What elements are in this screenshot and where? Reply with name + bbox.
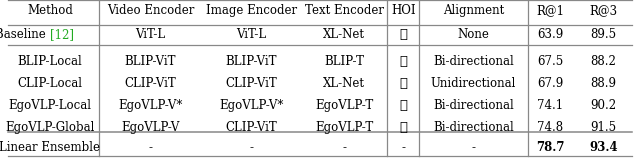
Text: Video Encoder: Video Encoder (107, 4, 194, 17)
Text: ViT-L: ViT-L (236, 28, 267, 41)
Text: BLIP-Local: BLIP-Local (17, 55, 83, 68)
Text: Unidirectional: Unidirectional (431, 77, 516, 90)
Text: CLIP-ViT: CLIP-ViT (226, 77, 277, 90)
Text: Baseline: Baseline (0, 28, 50, 41)
Text: ✓: ✓ (399, 121, 407, 135)
Text: -: - (472, 141, 476, 154)
Text: 74.1: 74.1 (538, 99, 563, 112)
Text: 88.2: 88.2 (591, 55, 616, 68)
Text: CLIP-ViT: CLIP-ViT (125, 77, 176, 90)
Text: ✗: ✗ (399, 28, 407, 41)
Text: 91.5: 91.5 (591, 121, 616, 135)
Text: EgoVLP-Global: EgoVLP-Global (5, 121, 95, 135)
Text: XL-Net: XL-Net (323, 77, 365, 90)
Text: Bi-directional: Bi-directional (433, 121, 514, 135)
Text: EgoVLP-V: EgoVLP-V (121, 121, 180, 135)
Text: ✓: ✓ (399, 99, 407, 112)
Text: None: None (458, 28, 490, 41)
Text: 90.2: 90.2 (591, 99, 616, 112)
Text: EgoVLP-V*: EgoVLP-V* (118, 99, 182, 112)
Text: Bi-directional: Bi-directional (433, 55, 514, 68)
Text: 78.7: 78.7 (536, 141, 564, 154)
Text: BLIP-ViT: BLIP-ViT (125, 55, 176, 68)
Text: CLIP-ViT: CLIP-ViT (226, 121, 277, 135)
Text: EgoVLP-T: EgoVLP-T (315, 99, 374, 112)
Text: EgoVLP-Local: EgoVLP-Local (8, 99, 92, 112)
Text: 88.9: 88.9 (591, 77, 616, 90)
Text: 67.5: 67.5 (537, 55, 564, 68)
Text: Alignment: Alignment (443, 4, 504, 17)
Text: 89.5: 89.5 (591, 28, 616, 41)
Text: XL-Net: XL-Net (323, 28, 365, 41)
Text: R@1: R@1 (536, 4, 564, 17)
Text: BLIP-ViT: BLIP-ViT (226, 55, 277, 68)
Text: Image Encoder: Image Encoder (206, 4, 297, 17)
Text: EgoVLP-V*: EgoVLP-V* (220, 99, 284, 112)
Text: -: - (148, 141, 152, 154)
Text: -: - (401, 141, 405, 154)
Text: -: - (250, 141, 253, 154)
Text: 74.8: 74.8 (538, 121, 563, 135)
Text: [12]: [12] (50, 28, 74, 41)
Text: 63.9: 63.9 (537, 28, 564, 41)
Text: CLIP-Local: CLIP-Local (17, 77, 83, 90)
Text: ✓: ✓ (399, 77, 407, 90)
Text: 67.9: 67.9 (537, 77, 564, 90)
Text: Method: Method (27, 4, 73, 17)
Text: R@3: R@3 (589, 4, 618, 17)
Text: BLIP-T: BLIP-T (324, 55, 364, 68)
Text: Linear Ensemble: Linear Ensemble (0, 141, 100, 154)
Text: Text Encoder: Text Encoder (305, 4, 384, 17)
Text: -: - (342, 141, 346, 154)
Text: ✗: ✗ (399, 55, 407, 68)
Text: Bi-directional: Bi-directional (433, 99, 514, 112)
Text: ViT-L: ViT-L (135, 28, 166, 41)
Text: 93.4: 93.4 (589, 141, 618, 154)
Text: EgoVLP-T: EgoVLP-T (315, 121, 374, 135)
Text: HOI: HOI (391, 4, 415, 17)
